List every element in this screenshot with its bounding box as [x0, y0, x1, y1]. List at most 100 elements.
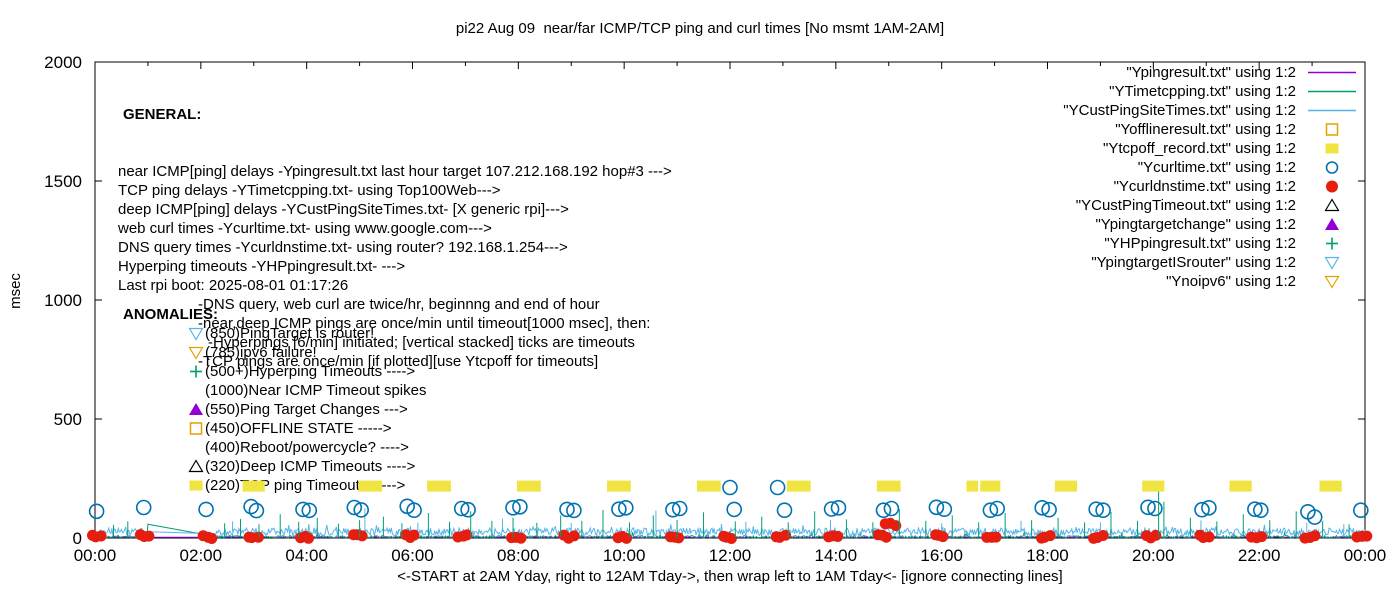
data-point [780, 529, 792, 541]
data-point [611, 501, 627, 518]
data-point [303, 532, 314, 544]
timeout-block [876, 480, 901, 492]
x-tick-label: 22:00 [1238, 546, 1281, 565]
data-point [933, 529, 945, 541]
anomaly-item: (850)PingTarget is router! [118, 324, 426, 343]
data-point [1353, 502, 1369, 519]
data-point [776, 502, 793, 519]
data-point [1247, 501, 1263, 518]
data-point [1036, 532, 1047, 544]
triangle-down-open-icon [188, 327, 204, 341]
square-filled-icon [189, 480, 203, 491]
data-point [884, 517, 896, 529]
data-point [559, 501, 575, 518]
data-point [1088, 501, 1104, 518]
x-tick-label: 14:00 [815, 546, 858, 565]
data-point [198, 501, 214, 518]
triangle-down-open-icon [188, 346, 204, 360]
general-line: near ICMP[ping] delays -Ypingresult.txt … [118, 163, 672, 180]
anomaly-label: (500+)Hyperping Timeouts ----> [205, 363, 416, 380]
legend-label: "Ypingresult.txt" using 1:2 [1126, 64, 1296, 81]
data-point [568, 530, 580, 542]
anomaly-item: (220)TCP ping Timeouts -----> [118, 476, 426, 495]
data-point [989, 500, 1006, 517]
data-point [1147, 500, 1163, 517]
y-tick-label: 2000 [44, 53, 82, 72]
legend-item: "Ypingtargetchange" using 1:2 [1063, 215, 1360, 234]
chart-title: pi22 Aug 09 near/far ICMP/TCP ping and c… [455, 20, 945, 37]
legend-marker-triangle-up-filled [1304, 217, 1360, 232]
data-point [769, 479, 786, 496]
data-point [301, 502, 318, 519]
legend-marker-circle-open [1304, 160, 1360, 175]
anomaly-label: (1000)Near ICMP Timeout spikes [205, 382, 427, 399]
data-point [404, 532, 416, 543]
triangle-down-open-icon [188, 345, 205, 360]
anomaly-label: (220)TCP ping Timeouts -----> [205, 477, 406, 494]
series-YHPpingresult.txt [113, 491, 1350, 538]
legend-label: "YHPpingresult.txt" using 1:2 [1104, 235, 1296, 252]
data-point [1141, 530, 1152, 542]
data-point [1351, 531, 1363, 543]
plus-icon [190, 365, 202, 378]
data-point [295, 501, 311, 518]
data-point [243, 531, 255, 543]
data-point [512, 498, 528, 515]
data-point [406, 502, 422, 519]
triangle-down-open-icon [1324, 256, 1340, 270]
timeout-block [1229, 480, 1252, 492]
anomaly-item: (400)Reboot/powercycle? ----> [118, 438, 426, 457]
legend-item: "YHPpingresult.txt" using 1:2 [1063, 234, 1360, 253]
y-tick-label: 1000 [44, 291, 82, 310]
square-open-icon [189, 422, 203, 435]
timeout-block [980, 480, 1001, 492]
data-point [202, 531, 214, 543]
data-point [252, 531, 264, 543]
legend-marker-line [1304, 65, 1360, 80]
data-point [774, 531, 786, 543]
y-tick-label: 0 [73, 529, 82, 548]
data-point [348, 529, 360, 541]
legend-label: "Yofflineresult.txt" using 1:2 [1115, 121, 1296, 138]
data-point [90, 531, 102, 543]
data-point [1256, 531, 1268, 543]
legend-item: "Ycurltime.txt" using 1:2 [1063, 158, 1360, 177]
timeout-block [696, 480, 721, 492]
legend-marker-line [1304, 84, 1360, 99]
legend-marker-plus [1304, 236, 1360, 251]
data-point [408, 529, 420, 541]
data-point [400, 529, 412, 541]
legend-label: "YpingtargetISrouter" using 1:2 [1091, 254, 1296, 271]
anomaly-label: (400)Reboot/powercycle? ----> [205, 439, 409, 456]
data-point [566, 502, 582, 519]
anomaly-item: (500+)Hyperping Timeouts ----> [118, 362, 426, 381]
legend-label: "Ycurldnstime.txt" using 1:2 [1113, 178, 1296, 195]
anomaly-label: (785)ipv6 failure! [205, 344, 317, 361]
line-icon [1308, 90, 1356, 93]
data-point [1092, 532, 1103, 543]
data-point [673, 532, 685, 544]
anomaly-label: (550)Ping Target Changes ---> [205, 401, 408, 418]
anomaly-item: (785)ipv6 failure! [118, 343, 426, 362]
legend-item: "YpingtargetISrouter" using 1:2 [1063, 253, 1360, 272]
legend-label: "YCustPingSiteTimes.txt" using 1:2 [1063, 102, 1296, 119]
x-tick-label: 08:00 [497, 546, 540, 565]
timeout-block [1142, 480, 1165, 492]
general-line: deep ICMP[ping] delays -YCustPingSiteTim… [118, 201, 569, 218]
data-point [671, 500, 688, 517]
data-point [930, 529, 942, 541]
data-point [1361, 530, 1373, 542]
data-point [1140, 499, 1156, 516]
anomaly-label: (850)PingTarget is router! [205, 325, 375, 342]
data-point [1034, 499, 1050, 516]
data-point [982, 502, 999, 519]
data-point [1309, 530, 1321, 542]
data-point [346, 499, 363, 516]
data-point [1088, 532, 1100, 544]
line-trace [94, 523, 1366, 540]
anomalies-block: ANOMALIES: (850)PingTarget is router! (78… [118, 305, 426, 495]
data-point [621, 532, 632, 544]
data-point [936, 501, 953, 518]
data-point [515, 532, 527, 544]
